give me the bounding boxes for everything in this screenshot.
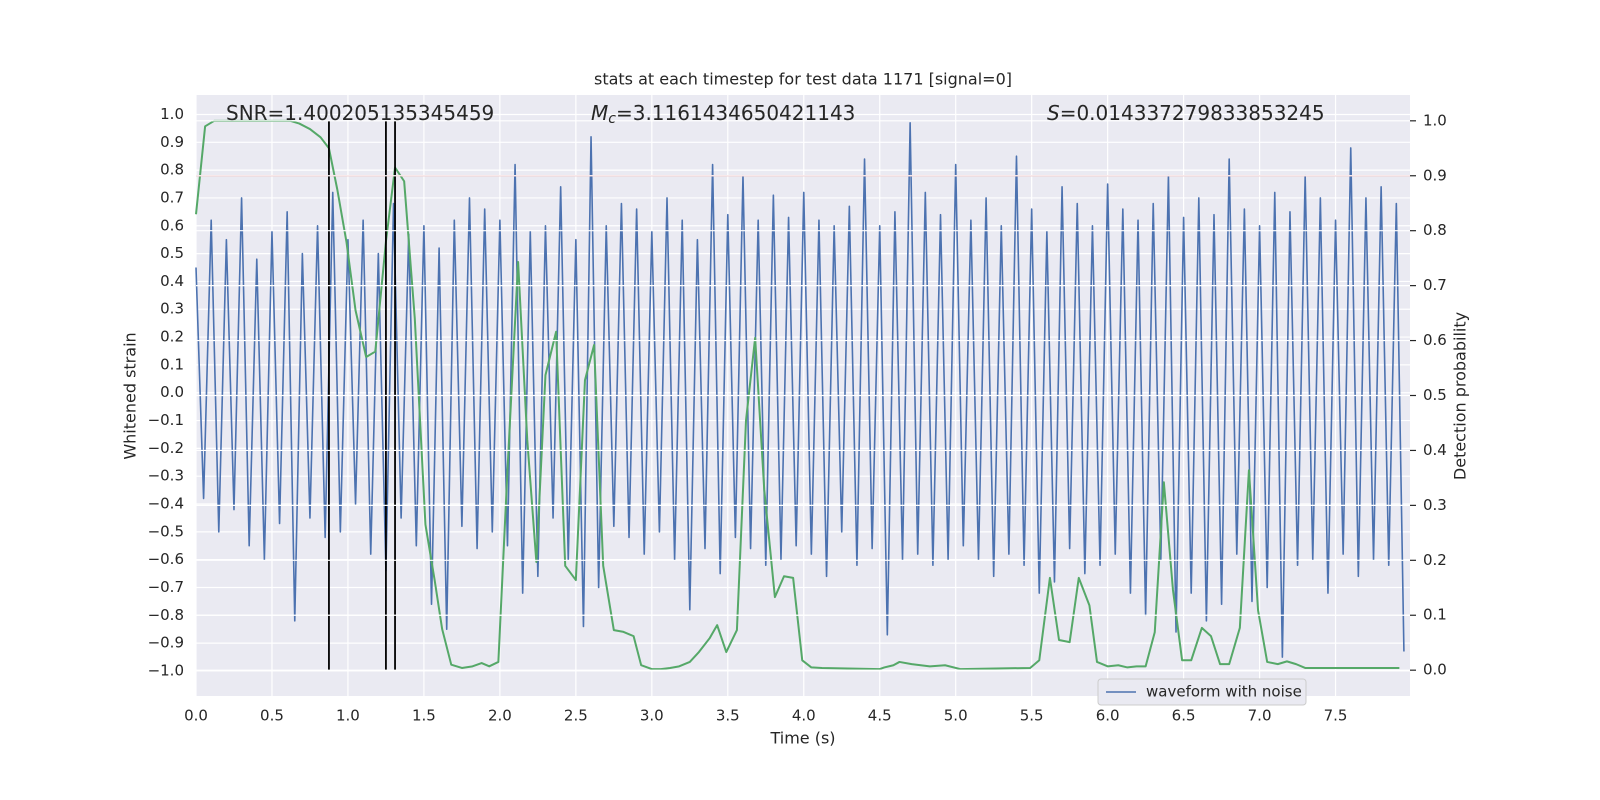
y-tick-label: −1.0: [148, 661, 184, 679]
y2-axis-label: Detection probability: [1451, 312, 1470, 480]
x-tick-label: 4.5: [868, 707, 892, 725]
y-tick-label: −0.8: [148, 606, 184, 624]
x-tick-label: 2.0: [488, 707, 512, 725]
x-tick-label: 3.5: [716, 707, 740, 725]
x-tick-label: 7.0: [1248, 707, 1272, 725]
x-tick-label: 0.0: [184, 707, 208, 725]
y2-tick-label: 0.4: [1423, 441, 1447, 459]
y-tick-label: 0.8: [160, 161, 184, 179]
annotation-symbol: M: [591, 101, 608, 125]
y2-tick-label: 0.2: [1423, 551, 1447, 569]
annotation-subscript: c: [608, 111, 616, 127]
y-tick-label: −0.7: [148, 578, 184, 596]
y-tick-label: 0.0: [160, 383, 184, 401]
y2-tick-label: 0.3: [1423, 496, 1447, 514]
chart-title: stats at each timestep for test data 117…: [594, 70, 1012, 89]
y-tick-label: −0.6: [148, 550, 184, 568]
annotation: Mc=3.1161434650421143: [591, 101, 855, 128]
y2-tick-label: 0.7: [1423, 276, 1447, 294]
y-tick-label: −0.4: [148, 495, 184, 513]
annotation-text: =0.014337279833853245: [1060, 101, 1325, 125]
y2-tick-label: 0.8: [1423, 221, 1447, 239]
y2-tick-label: 0.6: [1423, 331, 1447, 349]
y2-tick-label: 0.5: [1423, 386, 1447, 404]
series-line: [195, 119, 1400, 671]
y-tick-label: 0.9: [160, 133, 184, 151]
x-axis-label: Time (s): [769, 729, 835, 748]
x-tick-label: 5.0: [944, 707, 968, 725]
x-tick-label: 3.0: [640, 707, 664, 725]
x-tick-label: 1.0: [336, 707, 360, 725]
grid-y2: [196, 120, 1410, 671]
y-tick-label: 0.6: [160, 216, 184, 234]
y-tick-label: −0.9: [148, 634, 184, 652]
y-tick-label: 0.5: [160, 244, 184, 262]
y-tick-label: −0.5: [148, 522, 184, 540]
annotation: S=0.014337279833853245: [1047, 101, 1325, 125]
annotation-text: =3.1161434650421143: [616, 101, 855, 125]
y-tick-label: 0.3: [160, 300, 184, 318]
legend-box: [1097, 678, 1307, 706]
y-tick-label: 1.0: [160, 105, 184, 123]
y-tick-label: −0.2: [148, 439, 184, 457]
series-line: [195, 122, 1405, 658]
x-tick-label: 6.5: [1172, 707, 1196, 725]
x-tick-label: 2.5: [564, 707, 588, 725]
annotation: SNR=1.400205135345459: [226, 101, 494, 125]
x-tick-label: 0.5: [260, 707, 284, 725]
x-tick-label: 6.0: [1096, 707, 1120, 725]
y2-tick-label: 1.0: [1423, 111, 1447, 129]
y-tick-label: 0.7: [160, 188, 184, 206]
y-tick-label: −0.3: [148, 467, 184, 485]
y2-tick-label: 0.0: [1423, 661, 1447, 679]
x-tick-label: 5.5: [1020, 707, 1044, 725]
x-tick-label: 7.5: [1324, 707, 1348, 725]
x-tick-label: 4.0: [792, 707, 816, 725]
y2-tick-label: 0.1: [1423, 606, 1447, 624]
y-tick-label: −0.1: [148, 411, 184, 429]
y2-tick-label: 0.9: [1423, 166, 1447, 184]
y-axis-label: Whitened strain: [121, 332, 140, 459]
y-tick-label: 0.2: [160, 328, 184, 346]
legend-label: waveform with noise: [1146, 683, 1302, 701]
x-tick-label: 1.5: [412, 707, 436, 725]
legend: waveform with noise: [1097, 678, 1307, 706]
annotation-symbol: S: [1047, 101, 1060, 125]
annotation-text: SNR=1.400205135345459: [226, 101, 494, 125]
y-tick-label: 0.4: [160, 272, 184, 290]
y-tick-label: 0.1: [160, 355, 184, 373]
